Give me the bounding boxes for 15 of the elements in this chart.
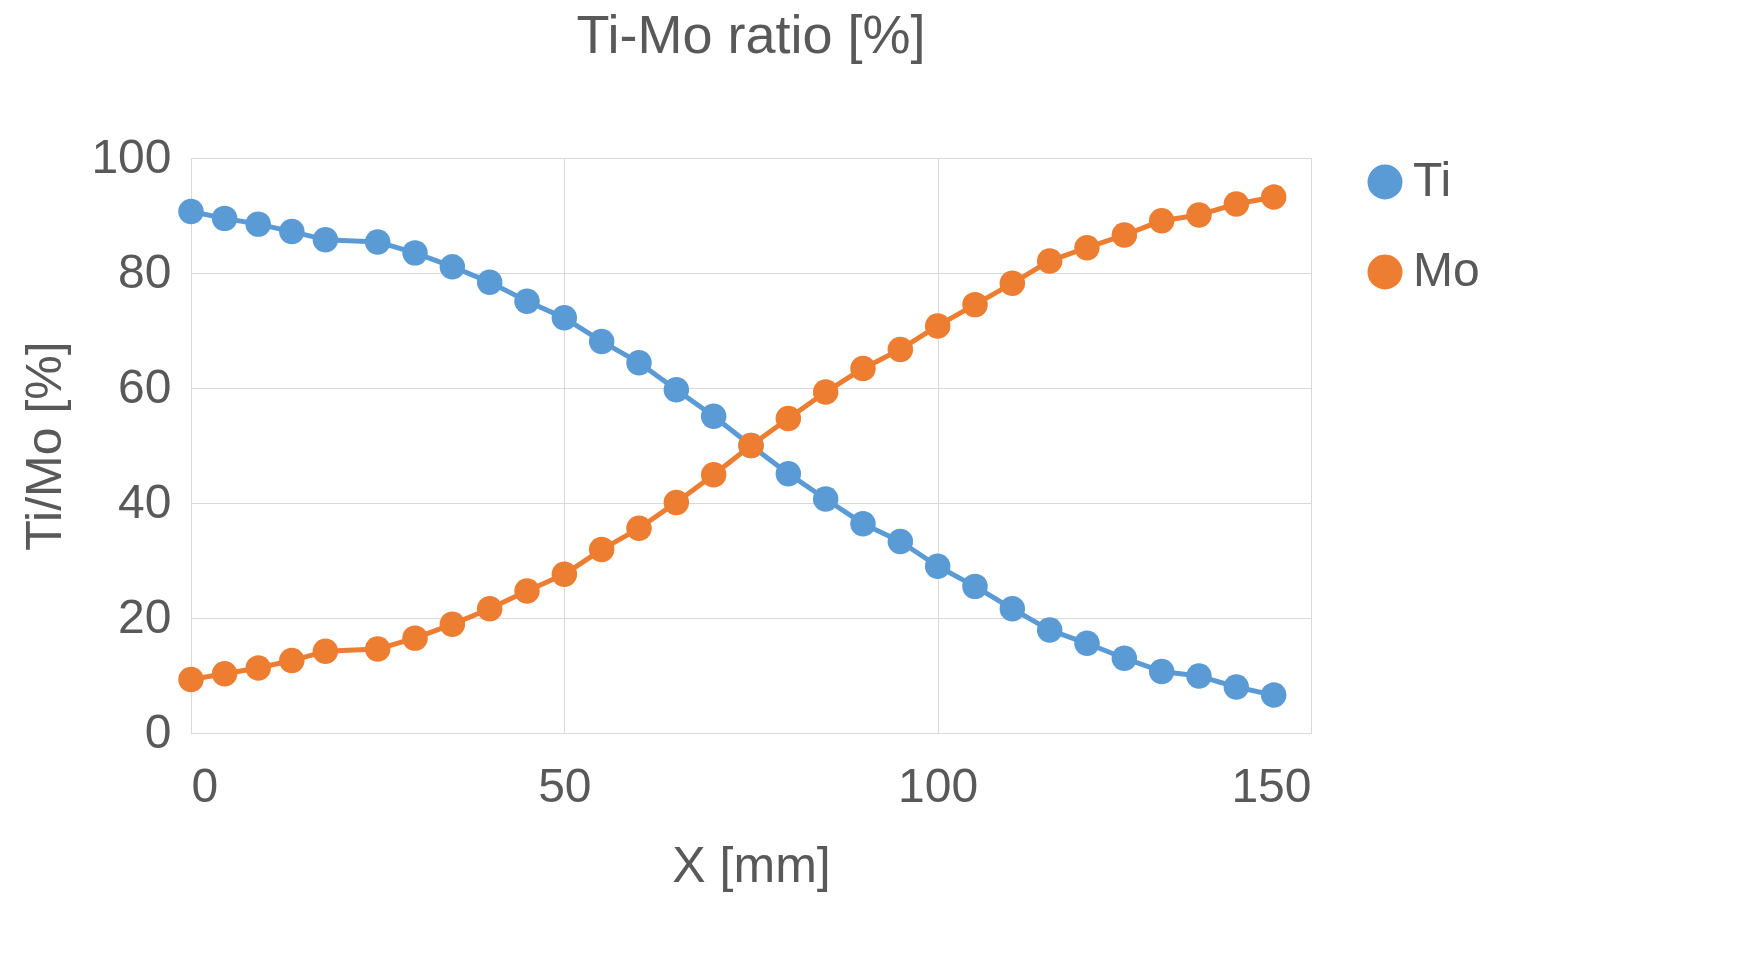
chart-title: Ti-Mo ratio [%] [576, 4, 926, 64]
legend-label: Ti [1413, 153, 1452, 206]
x-tick-label: 150 [1231, 758, 1312, 812]
y-tick-label: 60 [118, 359, 172, 413]
y-tick-label: 20 [118, 589, 172, 643]
x-axis-title: X [mm] [672, 836, 831, 893]
x-tick-label: 50 [538, 758, 592, 812]
y-tick-label: 40 [118, 474, 172, 528]
y-tick-label: 0 [144, 704, 172, 758]
x-tick-label: 100 [898, 758, 979, 812]
y-axis-title: Ti/Mo [%] [16, 341, 73, 551]
x-tick-label: 0 [191, 758, 219, 812]
y-tick-label: 80 [118, 244, 172, 298]
legend-label: Mo [1413, 243, 1480, 296]
y-tick-label: 100 [91, 129, 172, 183]
